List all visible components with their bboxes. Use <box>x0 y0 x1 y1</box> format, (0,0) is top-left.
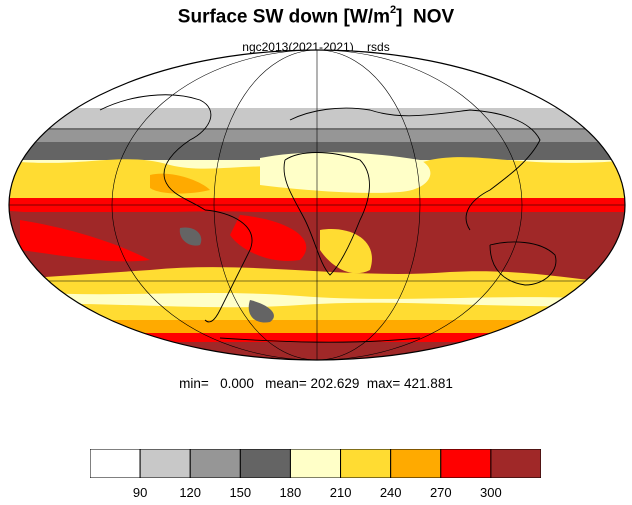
colorbar <box>90 449 541 478</box>
colorbar-swatch <box>139 449 191 478</box>
colorbar-tick-label: 180 <box>279 485 302 500</box>
north-america-coast <box>99 94 212 211</box>
colorbar-swatch <box>340 449 392 478</box>
colorbar-swatch <box>189 449 241 478</box>
stats-line: min= 0.000 mean= 202.629 max= 421.881 <box>0 376 632 391</box>
colorbar-tick-label: 90 <box>132 485 148 500</box>
colorbar-tick-label: 210 <box>329 485 352 500</box>
map-title: Surface SW down [W/m2] NOV <box>177 4 455 28</box>
mean-value: 202.629 <box>310 376 360 391</box>
sahara-region <box>260 152 431 193</box>
graticule <box>9 50 625 360</box>
arctic-band <box>9 50 625 118</box>
south-america-coast <box>204 209 253 323</box>
cloud-patch-south-atlantic <box>248 300 274 323</box>
max-label: max= <box>366 376 401 391</box>
mean-label: mean= <box>265 376 307 391</box>
colorbar-tick-label: 240 <box>379 485 402 500</box>
map-boundary <box>8 49 626 361</box>
south-pacific-red <box>20 220 150 262</box>
antarctica-band <box>9 342 625 360</box>
australia-coast <box>489 241 557 286</box>
variable-label: rsds <box>367 40 390 54</box>
colorbar-tick-label: 120 <box>179 485 202 500</box>
colorbar-swatch <box>440 449 492 478</box>
min-label: min= <box>179 376 209 391</box>
colorbar-swatch <box>289 449 342 478</box>
colorbar-swatch <box>90 449 141 478</box>
coastlines <box>99 94 557 343</box>
antarctica-coast <box>219 337 421 343</box>
cloud-patch-peru <box>179 227 202 246</box>
colorbar-tick-label: 300 <box>480 485 502 500</box>
africa-coast <box>283 152 370 276</box>
southern-orange-band <box>9 320 625 334</box>
min-value: 0.000 <box>220 376 254 391</box>
colorbar-tick-label: 270 <box>429 485 452 500</box>
colorbar-swatch <box>390 449 442 478</box>
colorbar-tick-label: 150 <box>229 485 252 500</box>
max-value: 421.881 <box>404 376 453 391</box>
eurasia-coast <box>289 107 541 231</box>
colorbar-swatch <box>490 449 541 478</box>
colorbar-swatch <box>239 449 291 478</box>
south-america-red <box>230 215 307 261</box>
southern-tropics <box>9 210 625 250</box>
